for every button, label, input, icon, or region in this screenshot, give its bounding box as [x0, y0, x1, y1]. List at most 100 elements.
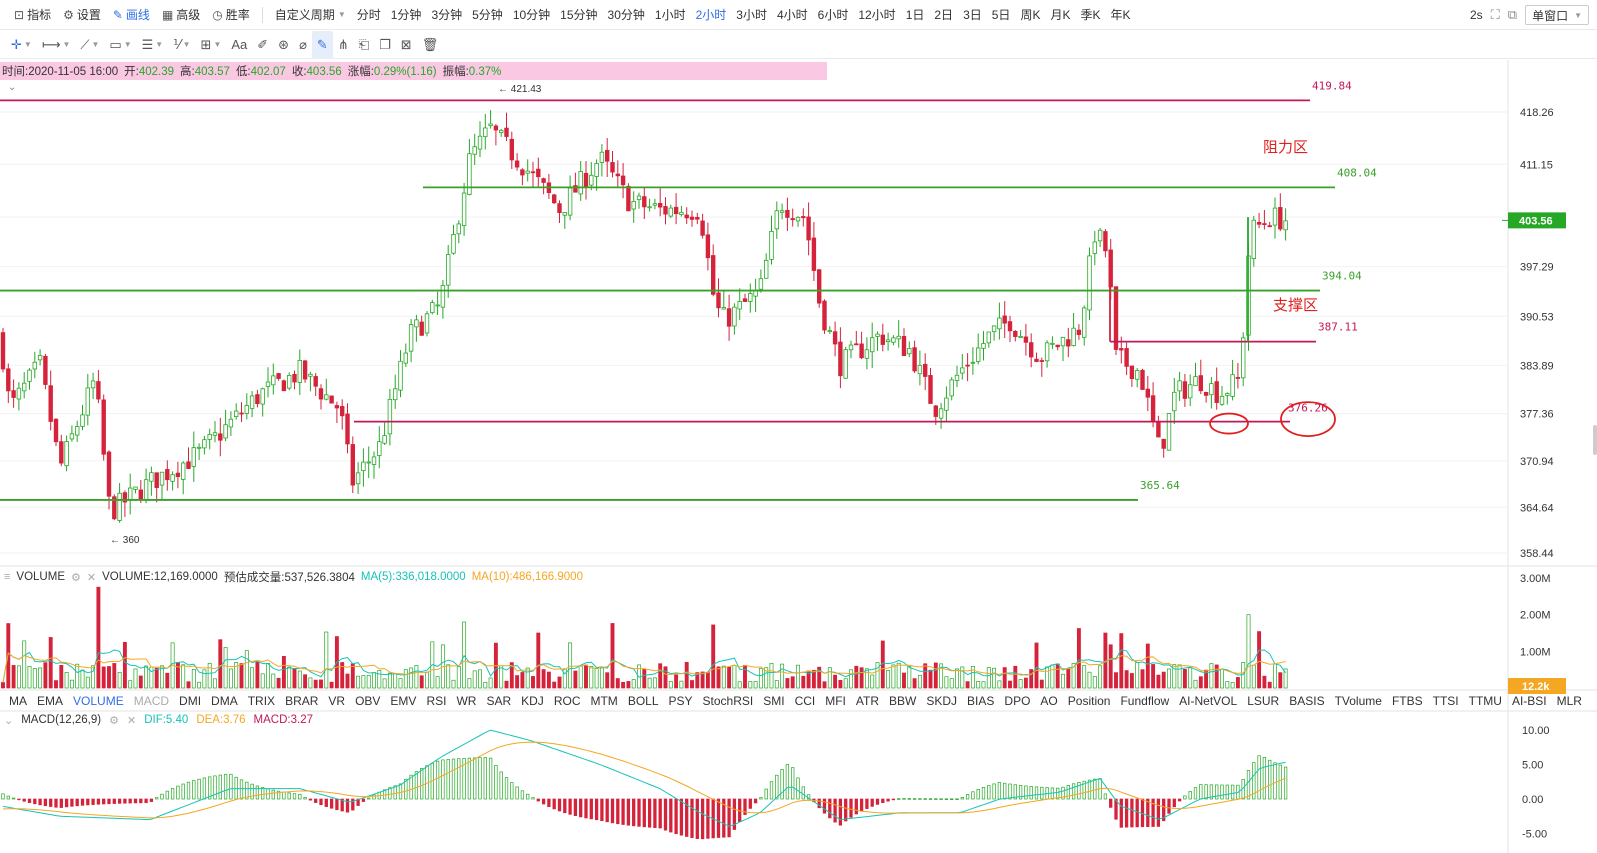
- period-tab[interactable]: 分时: [356, 7, 381, 22]
- indicator-tab[interactable]: KDJ: [521, 694, 544, 708]
- indicator-tab[interactable]: RSI: [426, 694, 447, 708]
- indicator-tab[interactable]: MACD: [133, 694, 170, 708]
- screenshot-icon[interactable]: ⊠: [400, 36, 412, 52]
- period-tab[interactable]: 年K: [1110, 7, 1131, 22]
- horizontal-line-icon[interactable]: ⟼ ▼: [41, 36, 71, 52]
- volume-bar: [584, 664, 588, 689]
- indicator-tab[interactable]: PSY: [668, 694, 693, 708]
- tool-button-1[interactable]: ⚙ 设置: [57, 0, 107, 30]
- copy-icon[interactable]: ❐: [379, 36, 391, 52]
- indicator-tab[interactable]: SMI: [763, 694, 785, 708]
- window-mode-select[interactable]: 单窗口 ▼: [1525, 5, 1589, 25]
- indicator-tab[interactable]: VOLUME: [73, 694, 124, 708]
- tool-button-2[interactable]: ✎ 画线: [107, 0, 156, 30]
- collapse-icon[interactable]: ≡: [4, 571, 11, 583]
- indicator-tab[interactable]: AI-BSI: [1511, 694, 1547, 708]
- fullscreen-icon[interactable]: ⛶: [1490, 7, 1500, 22]
- indicator-tab[interactable]: OBV: [355, 694, 381, 708]
- period-tab[interactable]: 3小时: [736, 7, 767, 22]
- period-tab[interactable]: 30分钟: [607, 7, 645, 22]
- settings-icon[interactable]: ⚙: [71, 571, 81, 584]
- indicator-tab[interactable]: MLR: [1556, 694, 1582, 708]
- indicator-tab[interactable]: MA: [9, 694, 27, 708]
- indicator-tab[interactable]: FTBS: [1391, 694, 1423, 708]
- indicator-tab[interactable]: VR: [328, 694, 346, 708]
- indicator-tab[interactable]: Position: [1067, 694, 1111, 708]
- indicator-tab[interactable]: EMV: [390, 694, 417, 708]
- indicator-tab[interactable]: SAR: [486, 694, 512, 708]
- period-tab[interactable]: 15分钟: [560, 7, 598, 22]
- period-tab[interactable]: 季K: [1080, 7, 1101, 22]
- indicator-tab[interactable]: EMA: [37, 694, 64, 708]
- parallel-channel-icon[interactable]: ☰ ▼: [141, 36, 164, 52]
- period-tab[interactable]: 6小时: [817, 7, 849, 22]
- ellipse-drawing[interactable]: [1209, 412, 1249, 435]
- indicator-tab[interactable]: StochRSI: [702, 694, 754, 708]
- draw-mode-icon[interactable]: ✎: [311, 30, 333, 59]
- info-collapse-icon[interactable]: ⌄: [8, 82, 17, 93]
- period-tab[interactable]: 5日: [991, 7, 1011, 22]
- period-tab[interactable]: 2日: [934, 7, 954, 22]
- brush-icon[interactable]: ✐: [257, 36, 269, 52]
- trend-line-icon[interactable]: ⟋ ▼: [80, 36, 100, 52]
- period-tab[interactable]: 3分钟: [431, 7, 463, 22]
- trash-icon[interactable]: 🗑: [421, 36, 439, 52]
- indicator-tab[interactable]: MFI: [825, 694, 846, 708]
- indicator-tab[interactable]: Fundflow: [1120, 694, 1170, 708]
- indicator-tab[interactable]: LSUR: [1247, 694, 1280, 708]
- period-tab[interactable]: 1日: [905, 7, 925, 22]
- settings-icon[interactable]: ⚙: [109, 714, 119, 727]
- period-tab[interactable]: 月K: [1050, 7, 1071, 22]
- period-tab[interactable]: 12小时: [858, 7, 896, 22]
- custom-period-dropdown[interactable]: 自定义周期 ▼: [269, 0, 352, 30]
- lock-icon[interactable]: ⋔: [337, 36, 349, 52]
- ruler-icon[interactable]: ⌀: [299, 36, 307, 52]
- indicator-tab[interactable]: DMI: [179, 694, 202, 708]
- popout-icon[interactable]: ⧉: [1507, 7, 1518, 22]
- indicator-tab[interactable]: TVolume: [1334, 694, 1382, 708]
- refresh-interval[interactable]: 2s: [1469, 8, 1483, 22]
- indicator-tab[interactable]: BIAS: [967, 694, 995, 708]
- text-icon[interactable]: Aa: [226, 31, 252, 59]
- indicator-tab[interactable]: MTM: [590, 694, 618, 708]
- indicator-tab[interactable]: ROC: [553, 694, 581, 708]
- period-tab[interactable]: 4小时: [776, 7, 808, 22]
- period-tab[interactable]: 10分钟: [512, 7, 551, 22]
- period-tab[interactable]: 5分钟: [472, 7, 503, 22]
- indicator-tab[interactable]: AO: [1040, 694, 1058, 708]
- indicator-tab[interactable]: BBW: [889, 694, 917, 708]
- period-tab[interactable]: 1分钟: [390, 7, 422, 22]
- visibility-icon[interactable]: ⎗: [358, 36, 370, 52]
- indicator-tab[interactable]: CCI: [794, 694, 816, 708]
- indicator-tab[interactable]: DMA: [211, 694, 238, 708]
- ellipse-drawing[interactable]: [1280, 401, 1336, 438]
- period-tab[interactable]: 周K: [1020, 7, 1041, 22]
- tool-button-3[interactable]: ▦ 高级: [156, 0, 206, 30]
- indicator-tab[interactable]: TTSI: [1432, 694, 1459, 708]
- indicator-tab[interactable]: TTMU: [1468, 694, 1502, 708]
- close-icon[interactable]: ✕: [126, 714, 137, 727]
- fib-icon[interactable]: ⅟ ▼: [173, 36, 191, 52]
- close-icon[interactable]: ✕: [86, 571, 97, 584]
- indicator-tab[interactable]: DPO: [1004, 694, 1031, 708]
- indicator-tab[interactable]: BOLL: [627, 694, 659, 708]
- magnet-icon[interactable]: ⊛: [278, 36, 290, 52]
- measure-icon[interactable]: ⊞ ▼: [200, 36, 222, 52]
- indicator-tab[interactable]: AI-NetVOL: [1179, 694, 1238, 708]
- scrollbar-handle[interactable]: [1593, 425, 1597, 455]
- chart-canvas[interactable]: 418.26 411.15 397.29 390.53 383.89 377.36 370.…: [0, 60, 1597, 853]
- period-tab[interactable]: 2小时: [695, 7, 727, 22]
- indicator-tab[interactable]: BRAR: [285, 694, 319, 708]
- period-tab[interactable]: 1小时: [654, 7, 686, 22]
- indicator-tab[interactable]: ATR: [855, 694, 880, 708]
- collapse-icon[interactable]: ⌄: [4, 714, 14, 727]
- indicator-tab[interactable]: TRIX: [247, 694, 276, 708]
- indicator-tab[interactable]: WR: [456, 694, 477, 708]
- rectangle-icon[interactable]: ▭ ▼: [109, 36, 132, 52]
- tool-button-0[interactable]: ⊡ 指标: [8, 0, 57, 30]
- crosshair-icon[interactable]: ✛ ▼: [11, 36, 32, 52]
- period-tab[interactable]: 3日: [963, 7, 982, 22]
- indicator-tab[interactable]: SKDJ: [926, 694, 958, 708]
- indicator-tab[interactable]: BASIS: [1289, 694, 1325, 708]
- tool-button-4[interactable]: ◷ 胜率: [206, 0, 256, 30]
